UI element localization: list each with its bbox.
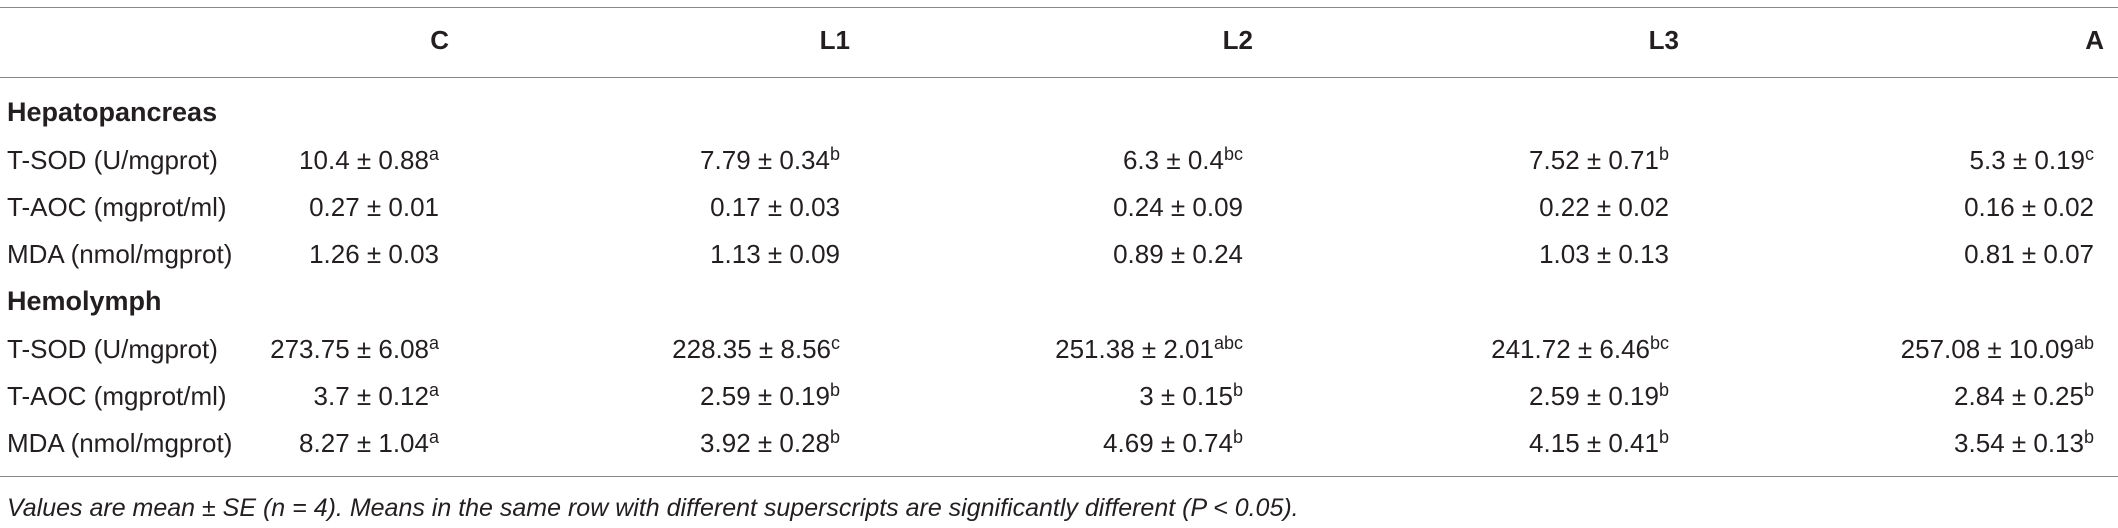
value-text: 3.92 ± 0.28 <box>700 428 830 458</box>
value-cell: 4.69 ± 0.74b <box>1103 428 1243 458</box>
value-text: 3.7 ± 0.12 <box>313 381 429 411</box>
value-cell: 2.59 ± 0.19b <box>700 381 840 411</box>
superscript: c <box>2085 144 2094 164</box>
value-cell: 3.92 ± 0.28b <box>700 428 840 458</box>
value-text: 8.27 ± 1.04 <box>299 428 429 458</box>
value-text: 7.79 ± 0.34 <box>700 145 830 175</box>
value-cell: 6.3 ± 0.4bc <box>1123 145 1243 175</box>
value-text: 2.59 ± 0.19 <box>1529 381 1659 411</box>
value-text: 4.69 ± 0.74 <box>1103 428 1233 458</box>
value-cell: 10.4 ± 0.88a <box>299 145 439 175</box>
value-text: 2.59 ± 0.19 <box>700 381 830 411</box>
value-cell: 8.27 ± 1.04a <box>299 428 439 458</box>
value-text: 0.22 ± 0.02 <box>1539 192 1669 222</box>
value-text: 241.72 ± 6.46 <box>1491 334 1650 364</box>
superscript: b <box>1232 380 1243 400</box>
row-label: MDA (nmol/mgprot) <box>7 239 233 269</box>
section-title: Hepatopancreas <box>7 97 218 127</box>
superscript: b <box>829 427 840 447</box>
value-text: 2.84 ± 0.25 <box>1954 381 2084 411</box>
value-cell: 1.03 ± 0.13 <box>1539 239 1669 269</box>
value-cell: 0.24 ± 0.09 <box>1113 192 1243 222</box>
superscript: b <box>1658 144 1669 164</box>
value-cell: 0.27 ± 0.01 <box>309 192 439 222</box>
value-cell: 1.26 ± 0.03 <box>309 239 439 269</box>
value-cell: 3 ± 0.15b <box>1139 381 1243 411</box>
value-cell: 273.75 ± 6.08a <box>270 334 439 364</box>
superscript: a <box>428 380 439 400</box>
superscript: b <box>2083 380 2094 400</box>
value-cell: 241.72 ± 6.46bc <box>1491 334 1669 364</box>
superscript: b <box>829 144 840 164</box>
value-cell: 1.13 ± 0.09 <box>710 239 840 269</box>
value-text: 0.16 ± 0.02 <box>1964 192 2094 222</box>
bottom-rule <box>0 476 2118 477</box>
value-cell: 257.08 ± 10.09ab <box>1901 334 2094 364</box>
value-cell: 251.38 ± 2.01abc <box>1055 334 1243 364</box>
value-text: 0.89 ± 0.24 <box>1113 239 1243 269</box>
value-text: 1.13 ± 0.09 <box>710 239 840 269</box>
value-cell: 2.84 ± 0.25b <box>1954 381 2094 411</box>
superscript: b <box>1658 427 1669 447</box>
value-cell: 7.79 ± 0.34b <box>700 145 840 175</box>
value-text: 5.3 ± 0.19 <box>1969 145 2085 175</box>
superscript: a <box>428 333 439 353</box>
column-header: A <box>2085 25 2104 55</box>
superscript: b <box>829 380 840 400</box>
value-text: 6.3 ± 0.4 <box>1122 145 1224 175</box>
value-cell: 4.15 ± 0.41b <box>1529 428 1669 458</box>
row-label: MDA (nmol/mgprot) <box>7 428 233 458</box>
value-text: 0.81 ± 0.07 <box>1964 239 2094 269</box>
value-cell: 3.54 ± 0.13b <box>1954 428 2094 458</box>
value-text: 257.08 ± 10.09 <box>1900 334 2074 364</box>
value-cell: 5.3 ± 0.19c <box>1970 145 2094 175</box>
value-text: 10.4 ± 0.88 <box>299 145 429 175</box>
superscript: a <box>428 144 439 164</box>
superscript: b <box>1658 380 1669 400</box>
superscript: c <box>831 333 840 353</box>
superscript: ab <box>2073 333 2094 353</box>
value-text: 251.38 ± 2.01 <box>1055 334 1214 364</box>
value-text: 228.35 ± 8.56 <box>672 334 831 364</box>
value-text: 273.75 ± 6.08 <box>270 334 429 364</box>
value-text: 7.52 ± 0.71 <box>1529 145 1659 175</box>
row-label: T-SOD (U/mgprot) <box>7 334 218 364</box>
header-rule <box>0 77 2118 78</box>
value-cell: 7.52 ± 0.71b <box>1529 145 1669 175</box>
row-label: T-AOC (mgprot/ml) <box>7 381 227 411</box>
superscript: abc <box>1213 333 1243 353</box>
value-text: 1.26 ± 0.03 <box>309 239 439 269</box>
superscript: a <box>428 427 439 447</box>
superscript: bc <box>1649 333 1669 353</box>
value-cell: 2.59 ± 0.19b <box>1529 381 1669 411</box>
column-header: L3 <box>1648 25 1679 55</box>
value-cell: 0.81 ± 0.07 <box>1964 239 2094 269</box>
section-title: Hemolymph <box>7 286 162 316</box>
superscript: b <box>1232 427 1243 447</box>
superscript: b <box>2083 427 2094 447</box>
value-text: 3 ± 0.15 <box>1139 381 1233 411</box>
superscript: bc <box>1223 144 1243 164</box>
value-text: 3.54 ± 0.13 <box>1954 428 2084 458</box>
footnote: Values are mean ± SE (n = 4). Means in t… <box>7 494 1299 522</box>
row-label: T-SOD (U/mgprot) <box>7 145 218 175</box>
value-cell: 0.22 ± 0.02 <box>1539 192 1669 222</box>
value-text: 0.27 ± 0.01 <box>309 192 439 222</box>
top-rule <box>0 7 2118 8</box>
column-header: C <box>430 25 449 55</box>
value-text: 4.15 ± 0.41 <box>1529 428 1659 458</box>
value-cell: 228.35 ± 8.56c <box>672 334 840 364</box>
column-header: L2 <box>1222 25 1253 55</box>
row-label: T-AOC (mgprot/ml) <box>7 192 227 222</box>
value-cell: 0.89 ± 0.24 <box>1113 239 1243 269</box>
value-text: 0.24 ± 0.09 <box>1113 192 1243 222</box>
value-cell: 3.7 ± 0.12a <box>314 381 439 411</box>
value-text: 1.03 ± 0.13 <box>1539 239 1669 269</box>
value-cell: 0.17 ± 0.03 <box>710 192 840 222</box>
column-header: L1 <box>819 25 850 55</box>
value-cell: 0.16 ± 0.02 <box>1964 192 2094 222</box>
value-text: 0.17 ± 0.03 <box>710 192 840 222</box>
